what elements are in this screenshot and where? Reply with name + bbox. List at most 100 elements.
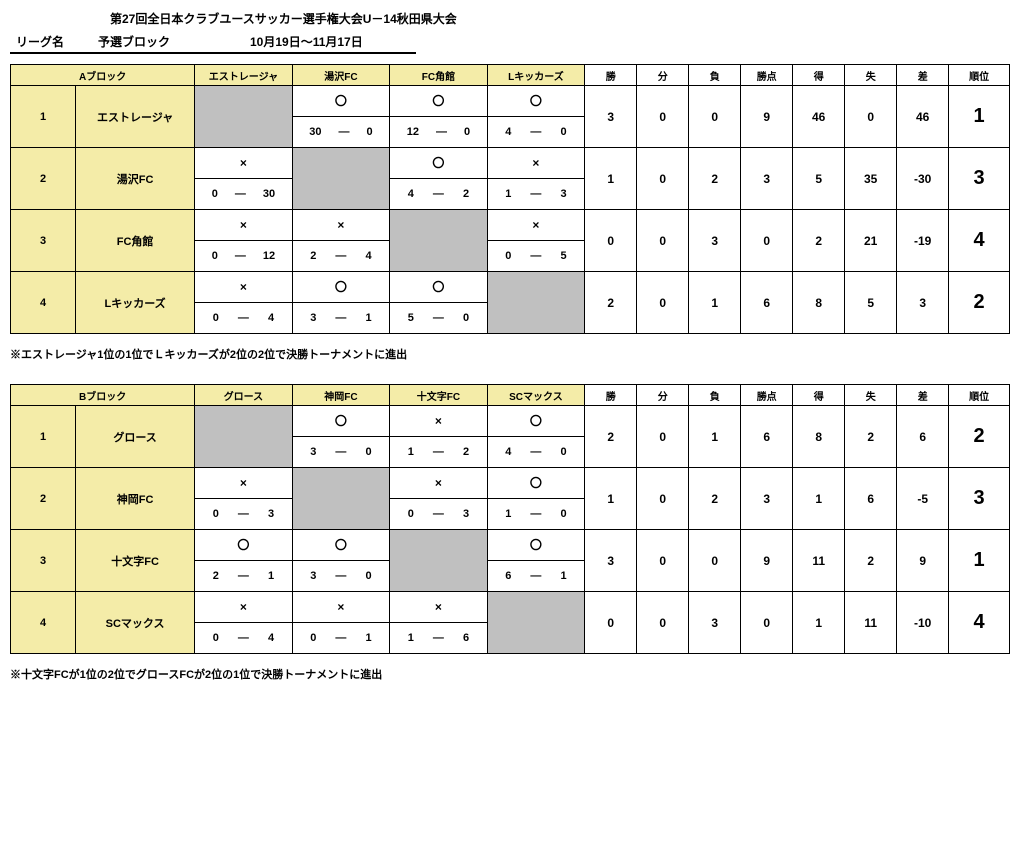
date-range: 10月19日～11月17日 — [244, 31, 416, 53]
stat-cell: 5 — [845, 272, 897, 334]
stat-header: 分 — [637, 385, 689, 406]
stat-cell: 3 — [741, 468, 793, 530]
result-score: 1—2 — [390, 437, 488, 468]
stat-header: 得 — [793, 385, 845, 406]
result-score: 4—0 — [487, 437, 585, 468]
stat-cell: 3 — [689, 210, 741, 272]
stat-cell: 0 — [637, 148, 689, 210]
result-mark: × — [195, 272, 293, 303]
team-name: Lキッカーズ — [76, 272, 195, 334]
stat-cell: 2 — [845, 406, 897, 468]
stat-cell: 1 — [585, 148, 637, 210]
result-score: 0—30 — [195, 179, 293, 210]
block-name-header: Bブロック — [11, 385, 195, 406]
team-index: 1 — [11, 86, 76, 148]
stat-cell: 0 — [637, 530, 689, 592]
opponent-header: エストレージャ — [195, 65, 293, 86]
team-index: 2 — [11, 148, 76, 210]
stat-cell: -5 — [897, 468, 949, 530]
stat-cell: 0 — [741, 210, 793, 272]
stat-cell: 11 — [793, 530, 845, 592]
result-mark: × — [390, 468, 488, 499]
result-score: 0—1 — [292, 623, 390, 654]
stat-cell: 0 — [741, 592, 793, 654]
team-index: 3 — [11, 530, 76, 592]
result-mark: 〇 — [487, 530, 585, 561]
team-index: 3 — [11, 210, 76, 272]
rank-cell: 3 — [949, 148, 1010, 210]
self-cell — [195, 86, 293, 148]
result-mark: × — [195, 210, 293, 241]
result-mark: × — [390, 592, 488, 623]
result-mark: 〇 — [292, 530, 390, 561]
opponent-header: 湯沢FC — [292, 65, 390, 86]
rank-cell: 4 — [949, 210, 1010, 272]
stat-header: 勝 — [585, 385, 637, 406]
result-score: 6—1 — [487, 561, 585, 592]
stat-cell: 0 — [845, 86, 897, 148]
stat-cell: -19 — [897, 210, 949, 272]
stat-cell: 2 — [689, 148, 741, 210]
result-score: 2—4 — [292, 241, 390, 272]
team-index: 2 — [11, 468, 76, 530]
team-index: 4 — [11, 592, 76, 654]
stat-cell: 2 — [585, 272, 637, 334]
result-mark: × — [390, 406, 488, 437]
result-score: 5—0 — [390, 303, 488, 334]
rank-cell: 2 — [949, 272, 1010, 334]
stat-cell: 1 — [585, 468, 637, 530]
result-mark: 〇 — [195, 530, 293, 561]
result-mark: × — [195, 592, 293, 623]
result-score: 3—0 — [292, 561, 390, 592]
team-index: 4 — [11, 272, 76, 334]
result-score: 1—0 — [487, 499, 585, 530]
stat-header: 差 — [897, 385, 949, 406]
self-cell — [195, 406, 293, 468]
stat-cell: 6 — [741, 272, 793, 334]
result-mark: 〇 — [292, 406, 390, 437]
result-score: 3—1 — [292, 303, 390, 334]
stat-cell: 3 — [897, 272, 949, 334]
result-score: 4—0 — [487, 117, 585, 148]
stat-header: 順位 — [949, 385, 1010, 406]
stat-cell: 6 — [741, 406, 793, 468]
subtitle-row: リーグ名 予選ブロック 10月19日～11月17日 — [10, 31, 416, 54]
result-mark: 〇 — [292, 86, 390, 117]
stat-cell: 9 — [897, 530, 949, 592]
result-score: 0—5 — [487, 241, 585, 272]
stat-cell: 0 — [585, 592, 637, 654]
opponent-header: グロース — [195, 385, 293, 406]
self-cell — [292, 468, 390, 530]
stat-cell: 0 — [689, 86, 741, 148]
stat-cell: 3 — [689, 592, 741, 654]
opponent-header: SCマックス — [487, 385, 585, 406]
stat-header: 負 — [689, 385, 741, 406]
stat-cell: 9 — [741, 86, 793, 148]
stat-header: 得 — [793, 65, 845, 86]
stat-cell: 0 — [585, 210, 637, 272]
rank-cell: 1 — [949, 530, 1010, 592]
result-mark: × — [487, 210, 585, 241]
self-cell — [390, 210, 488, 272]
team-name: SCマックス — [76, 592, 195, 654]
league-value: 予選ブロック — [92, 31, 244, 53]
result-score: 12—0 — [390, 117, 488, 148]
stat-cell: 11 — [845, 592, 897, 654]
team-name: エストレージャ — [76, 86, 195, 148]
stat-cell: 46 — [897, 86, 949, 148]
result-score: 4—2 — [390, 179, 488, 210]
result-mark: × — [195, 468, 293, 499]
result-mark: 〇 — [390, 272, 488, 303]
stat-header: 失 — [845, 385, 897, 406]
stat-cell: -30 — [897, 148, 949, 210]
stat-cell: -10 — [897, 592, 949, 654]
stat-cell: 0 — [637, 592, 689, 654]
team-name: グロース — [76, 406, 195, 468]
stat-cell: 1 — [793, 592, 845, 654]
stat-cell: 0 — [637, 86, 689, 148]
result-score: 2—1 — [195, 561, 293, 592]
stat-cell: 0 — [637, 406, 689, 468]
stat-header: 勝 — [585, 65, 637, 86]
stat-cell: 1 — [689, 272, 741, 334]
standings-table: Bブロックグロース神岡FC十文字FCSCマックス勝分負勝点得失差順位1グロース〇… — [10, 384, 1010, 654]
